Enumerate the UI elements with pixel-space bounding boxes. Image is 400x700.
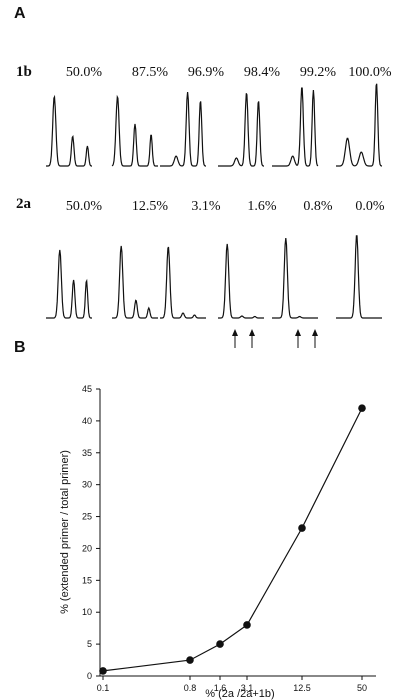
chromatogram-2a: [160, 246, 206, 319]
row-label-1b: 1b: [16, 64, 32, 80]
x-tick-label: 0.8: [184, 683, 197, 693]
chromatogram-1b: [336, 83, 383, 167]
chromatogram-1b: [272, 87, 319, 167]
chromatogram-1b: [160, 91, 206, 167]
y-tick-label: 30: [82, 480, 92, 490]
row-2a-percentages: 50.0% 12.5% 3.1% 1.6% 0.8% 0.0%: [66, 199, 385, 214]
chromatogram-2a: [272, 237, 318, 319]
y-tick-label: 10: [82, 607, 92, 617]
chromatogram-1b: [46, 94, 92, 167]
row-1b-value: 96.9%: [188, 65, 225, 80]
y-tick-label: 25: [82, 512, 92, 522]
chromatogram-1b: [111, 94, 158, 167]
row-2a-value: 1.6%: [247, 199, 277, 214]
data-point: [186, 656, 194, 664]
x-tick-label: 0.1: [97, 683, 110, 693]
series-line: [102, 407, 363, 672]
y-tick-label: 20: [82, 543, 92, 553]
chromatogram-2a: [46, 249, 92, 319]
arrow-up-icon: [295, 329, 301, 336]
x-tick-label: 50: [357, 683, 367, 693]
data-point: [358, 404, 366, 412]
x-axis-label: % (2a /2a+1b): [205, 688, 274, 700]
x-tick-label: 3.1: [241, 683, 254, 693]
row-2a-value: 0.8%: [303, 199, 333, 214]
chromatogram-2a: [218, 243, 264, 319]
panel-a-letter: A: [14, 5, 26, 22]
data-point: [99, 667, 107, 675]
series-points: [99, 404, 366, 675]
panel-b-letter: B: [14, 339, 26, 356]
arrow-up-icon: [232, 329, 238, 336]
x-tick-label: 1.6: [214, 683, 227, 693]
y-ticks: 0 5 10 15 20 25 30 35 40 45: [82, 384, 100, 681]
peak-arrows: [232, 329, 318, 348]
chromatogram-2a: [112, 245, 158, 319]
data-point: [243, 621, 251, 629]
line-chart: 0 5 10 15 20 25 30 35 40 45 0.1 0.8 1.6 3.1 12.5 50 % …: [59, 384, 376, 700]
y-tick-label: 0: [87, 671, 92, 681]
y-tick-label: 35: [82, 448, 92, 458]
y-tick-label: 15: [82, 575, 92, 585]
x-ticks: 0.1 0.8 1.6 3.1 12.5 50: [97, 676, 367, 693]
chromatogram-2a: [336, 235, 382, 319]
row-label-2a: 2a: [16, 196, 32, 212]
arrow-up-icon: [249, 329, 255, 336]
y-tick-label: 5: [87, 639, 92, 649]
x-tick-label: 12.5: [293, 683, 311, 693]
row-1b-percentages: 50.0% 87.5% 96.9% 98.4% 99.2% 100.0%: [66, 65, 392, 80]
row-2a-chromatograms: [46, 235, 382, 319]
row-1b-value: 100.0%: [348, 65, 392, 80]
y-axis-label: % (extended primer / total primer): [59, 450, 71, 614]
row-1b-value: 98.4%: [244, 65, 281, 80]
row-2a-value: 3.1%: [191, 199, 221, 214]
row-1b-value: 87.5%: [132, 65, 169, 80]
row-2a-value: 50.0%: [66, 199, 103, 214]
chromatogram-1b: [218, 93, 264, 167]
y-tick-label: 40: [82, 416, 92, 426]
row-1b-value: 99.2%: [300, 65, 337, 80]
data-point: [298, 524, 306, 532]
arrow-up-icon: [312, 329, 318, 336]
row-2a-value: 12.5%: [132, 199, 169, 214]
data-point: [216, 640, 224, 648]
row-1b-value: 50.0%: [66, 65, 103, 80]
row-1b-chromatograms: [46, 83, 383, 167]
y-tick-label: 45: [82, 384, 92, 394]
row-2a-value: 0.0%: [355, 199, 385, 214]
